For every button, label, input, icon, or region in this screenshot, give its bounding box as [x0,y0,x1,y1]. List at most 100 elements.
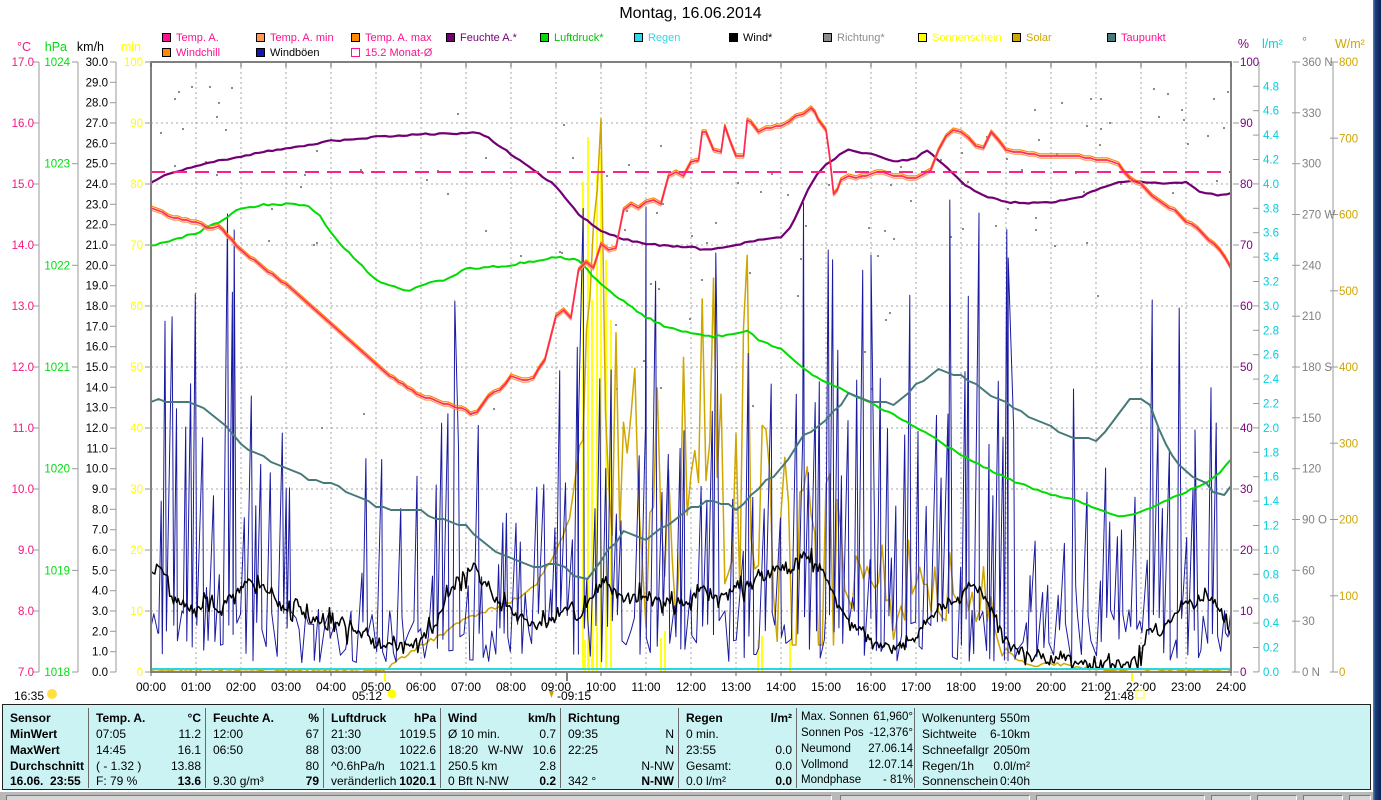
svg-text:1.4: 1.4 [1263,496,1280,508]
svg-text:10.0: 10.0 [86,464,108,476]
svg-text:07:00: 07:00 [451,680,481,694]
svg-text:20: 20 [1240,545,1253,557]
svg-text:05:12: 05:12 [352,689,382,703]
svg-text:2.8: 2.8 [1263,325,1279,337]
svg-text:14.0: 14.0 [86,382,108,394]
svg-text:11.0: 11.0 [86,443,108,455]
svg-text:50: 50 [130,362,143,374]
svg-text:3.0: 3.0 [1263,301,1279,313]
svg-text:330: 330 [1302,108,1321,120]
svg-text:1018: 1018 [44,667,70,679]
svg-text:km/h: km/h [77,40,104,54]
svg-text:30: 30 [1240,484,1253,496]
svg-text:60: 60 [1240,301,1253,313]
svg-text:300: 300 [1302,159,1321,171]
svg-text:20:00: 20:00 [1036,680,1066,694]
svg-text:02:00: 02:00 [226,680,256,694]
svg-text:16.0: 16.0 [86,342,108,354]
svg-text:10:00: 10:00 [586,680,616,694]
svg-text:24.0: 24.0 [86,179,108,191]
svg-text:0.0: 0.0 [92,667,108,679]
svg-text:12.0: 12.0 [86,423,108,435]
svg-text:50: 50 [1240,362,1253,374]
svg-text:80: 80 [1240,179,1253,191]
svg-text:21:48: 21:48 [1104,689,1134,703]
svg-text:l/m²: l/m² [1262,37,1283,51]
svg-text:23.0: 23.0 [86,199,108,211]
svg-text:10: 10 [1240,606,1253,618]
svg-text:21:00: 21:00 [1081,680,1111,694]
svg-text:2.4: 2.4 [1263,374,1280,386]
svg-text:100: 100 [124,57,143,69]
svg-text:150: 150 [1302,413,1321,425]
svg-text:20.0: 20.0 [86,260,108,272]
svg-text:800: 800 [1339,57,1358,69]
svg-text:40: 40 [1240,423,1253,435]
svg-text:240: 240 [1302,260,1321,272]
svg-text:0.4: 0.4 [1263,618,1280,630]
svg-text:13.0: 13.0 [12,301,34,313]
svg-text:18.0: 18.0 [86,301,108,313]
svg-text:00:00: 00:00 [136,680,166,694]
svg-text:200: 200 [1339,515,1358,527]
svg-text:9.0: 9.0 [92,484,108,496]
svg-text:1.0: 1.0 [92,647,108,659]
svg-text:8.0: 8.0 [18,606,34,618]
svg-text:9.0: 9.0 [18,545,34,557]
svg-text:°C: °C [17,40,31,54]
svg-text:180 S: 180 S [1302,362,1332,374]
svg-text:18:00: 18:00 [946,680,976,694]
svg-text:30: 30 [130,484,143,496]
svg-text:20: 20 [130,545,143,557]
svg-text:2.0: 2.0 [1263,423,1279,435]
svg-text:15:00: 15:00 [811,680,841,694]
svg-text:3.2: 3.2 [1263,277,1279,289]
svg-text:0.0: 0.0 [1263,667,1279,679]
svg-text:13:00: 13:00 [721,680,751,694]
svg-text:0.8: 0.8 [1263,569,1279,581]
svg-text:26.0: 26.0 [86,138,108,150]
svg-text:22:00: 22:00 [1126,680,1156,694]
svg-text:W/m²: W/m² [1335,37,1365,51]
svg-text:6.0: 6.0 [92,545,108,557]
svg-text:29.0: 29.0 [86,77,108,89]
svg-text:28.0: 28.0 [86,98,108,110]
svg-text:23:00: 23:00 [1171,680,1201,694]
svg-text:0 N: 0 N [1302,667,1320,679]
svg-text:400: 400 [1339,362,1358,374]
svg-text:1020: 1020 [44,464,70,476]
svg-text:14:00: 14:00 [766,680,796,694]
svg-text:%: % [1238,37,1249,51]
svg-text:15.0: 15.0 [86,362,108,374]
svg-text:15.0: 15.0 [12,179,34,191]
svg-text:12:00: 12:00 [676,680,706,694]
svg-text:3.4: 3.4 [1263,252,1280,264]
svg-text:27.0: 27.0 [86,118,108,130]
svg-text:30.0: 30.0 [86,57,108,69]
svg-text:09:00: 09:00 [541,680,571,694]
svg-text:70: 70 [1240,240,1253,252]
svg-text:90: 90 [130,118,143,130]
svg-text:14.0: 14.0 [12,240,34,252]
svg-text:7.0: 7.0 [92,525,108,537]
svg-text:11.0: 11.0 [12,423,34,435]
svg-text:4.8: 4.8 [1263,81,1279,93]
svg-text:120: 120 [1302,464,1321,476]
svg-text:210: 210 [1302,311,1321,323]
svg-text:0: 0 [1339,667,1345,679]
svg-text:3.0: 3.0 [92,606,108,618]
svg-text:13.0: 13.0 [86,403,108,415]
svg-text:min: min [121,40,141,54]
svg-text:08:00: 08:00 [496,680,526,694]
svg-text:700: 700 [1339,133,1358,145]
svg-text:60: 60 [1302,565,1315,577]
svg-text:1.8: 1.8 [1263,447,1279,459]
svg-text:0.6: 0.6 [1263,594,1279,606]
svg-text:25.0: 25.0 [86,159,108,171]
svg-text:16:35: 16:35 [14,689,44,703]
svg-text:4.0: 4.0 [1263,179,1279,191]
svg-text:0: 0 [1240,667,1246,679]
svg-text:°: ° [1302,35,1307,49]
svg-text:360 N: 360 N [1302,57,1333,69]
svg-text:300: 300 [1339,438,1358,450]
